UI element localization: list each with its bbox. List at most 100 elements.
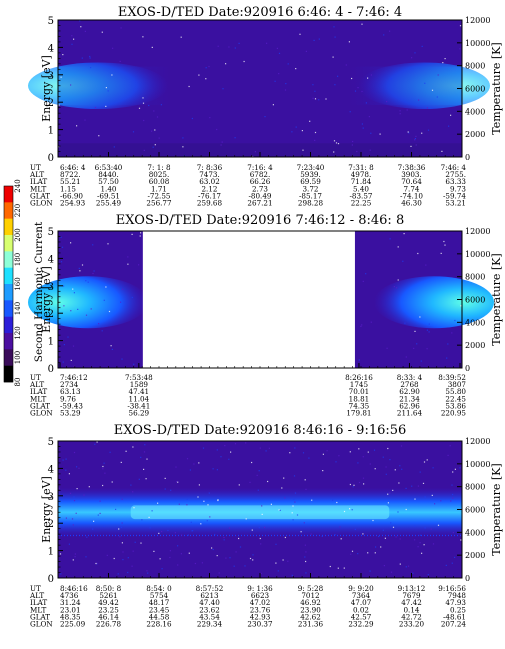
noise-dot bbox=[375, 546, 377, 548]
noise-dot bbox=[216, 555, 218, 557]
noise-dot bbox=[99, 512, 101, 514]
noise-dot bbox=[102, 465, 104, 468]
noise-dot bbox=[159, 558, 161, 560]
noise-dot bbox=[259, 537, 261, 540]
noise-dot bbox=[278, 52, 281, 54]
ephemeris-value: 48.35 bbox=[60, 612, 81, 621]
ephemeris-value: -48.61 bbox=[443, 612, 466, 621]
noise-dot bbox=[79, 270, 81, 272]
ephemeris-value: 8:26:16 bbox=[345, 373, 373, 382]
noise-dot bbox=[275, 562, 277, 564]
ephemeris-value: 1.40 bbox=[100, 184, 116, 193]
noise-dot bbox=[192, 530, 194, 532]
noise-dot bbox=[230, 451, 232, 453]
ephemeris-row-label: GLON bbox=[30, 620, 53, 629]
noise-dot bbox=[350, 553, 352, 555]
noise-dot bbox=[70, 359, 72, 361]
noise-dot bbox=[368, 116, 370, 118]
noise-dot bbox=[265, 450, 267, 452]
noise-dot bbox=[208, 492, 210, 494]
noise-dot bbox=[138, 107, 141, 109]
noise-dot bbox=[243, 60, 245, 63]
noise-dot bbox=[367, 451, 369, 453]
noise-dot bbox=[251, 529, 253, 531]
noise-dot bbox=[285, 83, 287, 85]
noise-dot bbox=[212, 548, 214, 551]
colorbar-label: Second Harmonic Current bbox=[33, 221, 45, 362]
noise-dot bbox=[426, 107, 428, 109]
noise-dot bbox=[393, 286, 395, 288]
noise-dot bbox=[101, 31, 103, 33]
ephemeris-value: 74.35 bbox=[349, 401, 370, 410]
noise-dot bbox=[191, 117, 193, 120]
ephemeris-value: 47.02 bbox=[250, 598, 271, 607]
ephemeris-row-label: UT bbox=[30, 163, 41, 172]
noise-dot bbox=[207, 504, 209, 506]
ephemeris-value: 47.41 bbox=[129, 387, 150, 396]
noise-dot bbox=[394, 469, 396, 471]
noise-dot bbox=[208, 65, 210, 68]
ephemeris-value: 42.72 bbox=[401, 612, 422, 621]
noise-dot bbox=[427, 574, 429, 576]
ephemeris-value: 7:46: 4 bbox=[441, 163, 467, 172]
noise-dot bbox=[345, 64, 347, 66]
y2-tick-label: 0 bbox=[465, 574, 470, 583]
noise-dot bbox=[385, 473, 387, 475]
y2-tick-label: 6000 bbox=[465, 85, 485, 94]
y2-axis-label: Temperature [K] bbox=[490, 42, 503, 134]
flux-band-right bbox=[348, 66, 462, 105]
noise-dot bbox=[276, 47, 278, 49]
noise-dot bbox=[362, 477, 365, 479]
y2-tick-label: 12000 bbox=[465, 227, 490, 236]
noise-dot bbox=[191, 530, 193, 532]
ephemeris-value: 7364 bbox=[352, 591, 371, 600]
y2-tick-label: 10000 bbox=[465, 250, 490, 259]
noise-dot bbox=[71, 35, 73, 37]
noise-dot bbox=[190, 521, 192, 523]
y2-tick-label: 8000 bbox=[465, 483, 485, 492]
noise-dot bbox=[76, 488, 78, 490]
noise-dot bbox=[131, 296, 133, 299]
noise-dot bbox=[367, 552, 369, 554]
noise-dot bbox=[72, 288, 74, 290]
noise-dot bbox=[164, 488, 166, 490]
colorbar-swatch bbox=[4, 349, 13, 366]
noise-dot bbox=[440, 500, 442, 502]
noise-dot bbox=[101, 330, 103, 332]
noise-dot bbox=[266, 42, 268, 44]
y-tick-label: 4 bbox=[48, 43, 54, 54]
noise-dot bbox=[68, 473, 70, 475]
noise-dot bbox=[414, 330, 416, 332]
noise-dot bbox=[436, 96, 438, 98]
noise-dot bbox=[146, 570, 148, 572]
noise-dot bbox=[174, 532, 176, 534]
colorbar-swatch bbox=[4, 235, 13, 252]
ephemeris-value: -59.74 bbox=[443, 191, 466, 200]
noise-dot bbox=[390, 78, 392, 80]
noise-dot bbox=[363, 483, 365, 485]
ephemeris-value: 6623 bbox=[251, 591, 270, 600]
noise-dot bbox=[63, 344, 65, 346]
noise-dot bbox=[252, 559, 254, 561]
ephemeris-value: 2768 bbox=[400, 380, 419, 389]
noise-dot bbox=[292, 519, 294, 521]
noise-dot bbox=[234, 47, 236, 49]
y-tick-label: 1 bbox=[48, 337, 54, 348]
ephemeris-value: 2755. bbox=[445, 170, 466, 179]
ephemeris-value: 2.12 bbox=[201, 184, 217, 193]
noise-dot bbox=[421, 132, 423, 134]
noise-dot bbox=[305, 572, 307, 574]
y-tick-label: 1 bbox=[48, 547, 54, 558]
noise-dot bbox=[279, 509, 281, 511]
flux-band-core bbox=[130, 505, 390, 520]
noise-dot bbox=[370, 74, 372, 76]
noise-dot bbox=[322, 453, 324, 455]
noise-dot bbox=[86, 536, 88, 538]
noise-dot bbox=[349, 483, 351, 486]
ephemeris-value: 255.49 bbox=[96, 199, 122, 208]
noise-dot bbox=[60, 236, 62, 238]
ephemeris-value: 7:38:36 bbox=[398, 163, 426, 172]
noise-dot bbox=[349, 451, 351, 453]
noise-dot bbox=[233, 565, 235, 567]
data-gap bbox=[142, 231, 355, 368]
